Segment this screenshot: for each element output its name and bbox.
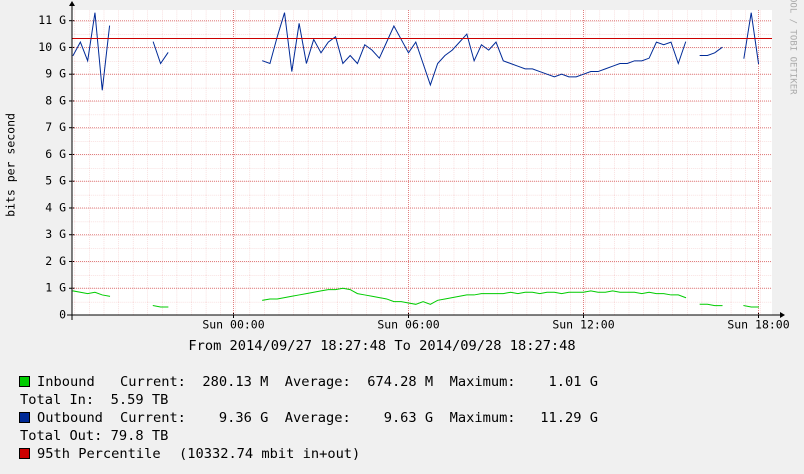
legend-stats: Current: 280.13 M Average: 674.28 M Maxi… — [120, 374, 598, 390]
series-line — [72, 12, 760, 91]
marks — [72, 12, 772, 308]
y-axis-label: bits per second — [4, 113, 18, 217]
y-tick-label: 3 G — [45, 227, 66, 241]
legend-swatch — [19, 448, 30, 459]
y-tick-label: 6 G — [45, 147, 66, 161]
y-tick-label: 9 G — [45, 67, 66, 81]
grid — [69, 10, 772, 318]
y-tick-label: 10 G — [38, 40, 66, 54]
x-tick-label: Sun 06:00 — [377, 318, 439, 332]
minor-grid — [72, 10, 772, 315]
x-axis-arrow — [780, 312, 785, 318]
legend-label: Outbound — [37, 410, 103, 426]
x-tick-label: Sun 00:00 — [202, 318, 264, 332]
legend-label: 95th Percentile — [37, 446, 161, 462]
y-axis-arrow — [69, 1, 75, 6]
legend-total: Total Out: 79.8 TB — [20, 428, 168, 444]
watermark: OOL / TOBI OETIKER — [788, 0, 798, 95]
legend-swatch — [19, 412, 30, 423]
legend-total: Total In: 5.59 TB — [20, 392, 168, 408]
legend-stats: Current: 9.36 G Average: 9.63 G Maximum:… — [120, 410, 598, 426]
legend: Inbound Current: 280.13 M Average: 674.28… — [19, 374, 598, 462]
series-line — [72, 287, 759, 308]
x-tick-label: Sun 12:00 — [552, 318, 614, 332]
y-tick-label: 7 G — [45, 120, 66, 134]
y-tick-label: 4 G — [45, 200, 66, 214]
y-tick-label: 1 G — [45, 281, 66, 295]
y-tick-label: 5 G — [45, 174, 66, 188]
legend-label: Inbound — [37, 374, 95, 390]
y-tick-label: 2 G — [45, 254, 66, 268]
legend-swatch — [19, 376, 30, 387]
legend-value-label: (10332.74 mbit in+out) — [179, 446, 360, 462]
subtitle: From 2014/09/27 18:27:48 To 2014/09/28 1… — [188, 338, 575, 354]
y-tick-label: 0 — [59, 308, 66, 322]
axes — [67, 1, 785, 320]
y-tick-label: 8 G — [45, 93, 66, 107]
x-tick-label: Sun 18:00 — [727, 318, 789, 332]
y-tick-label: 11 G — [38, 13, 66, 27]
